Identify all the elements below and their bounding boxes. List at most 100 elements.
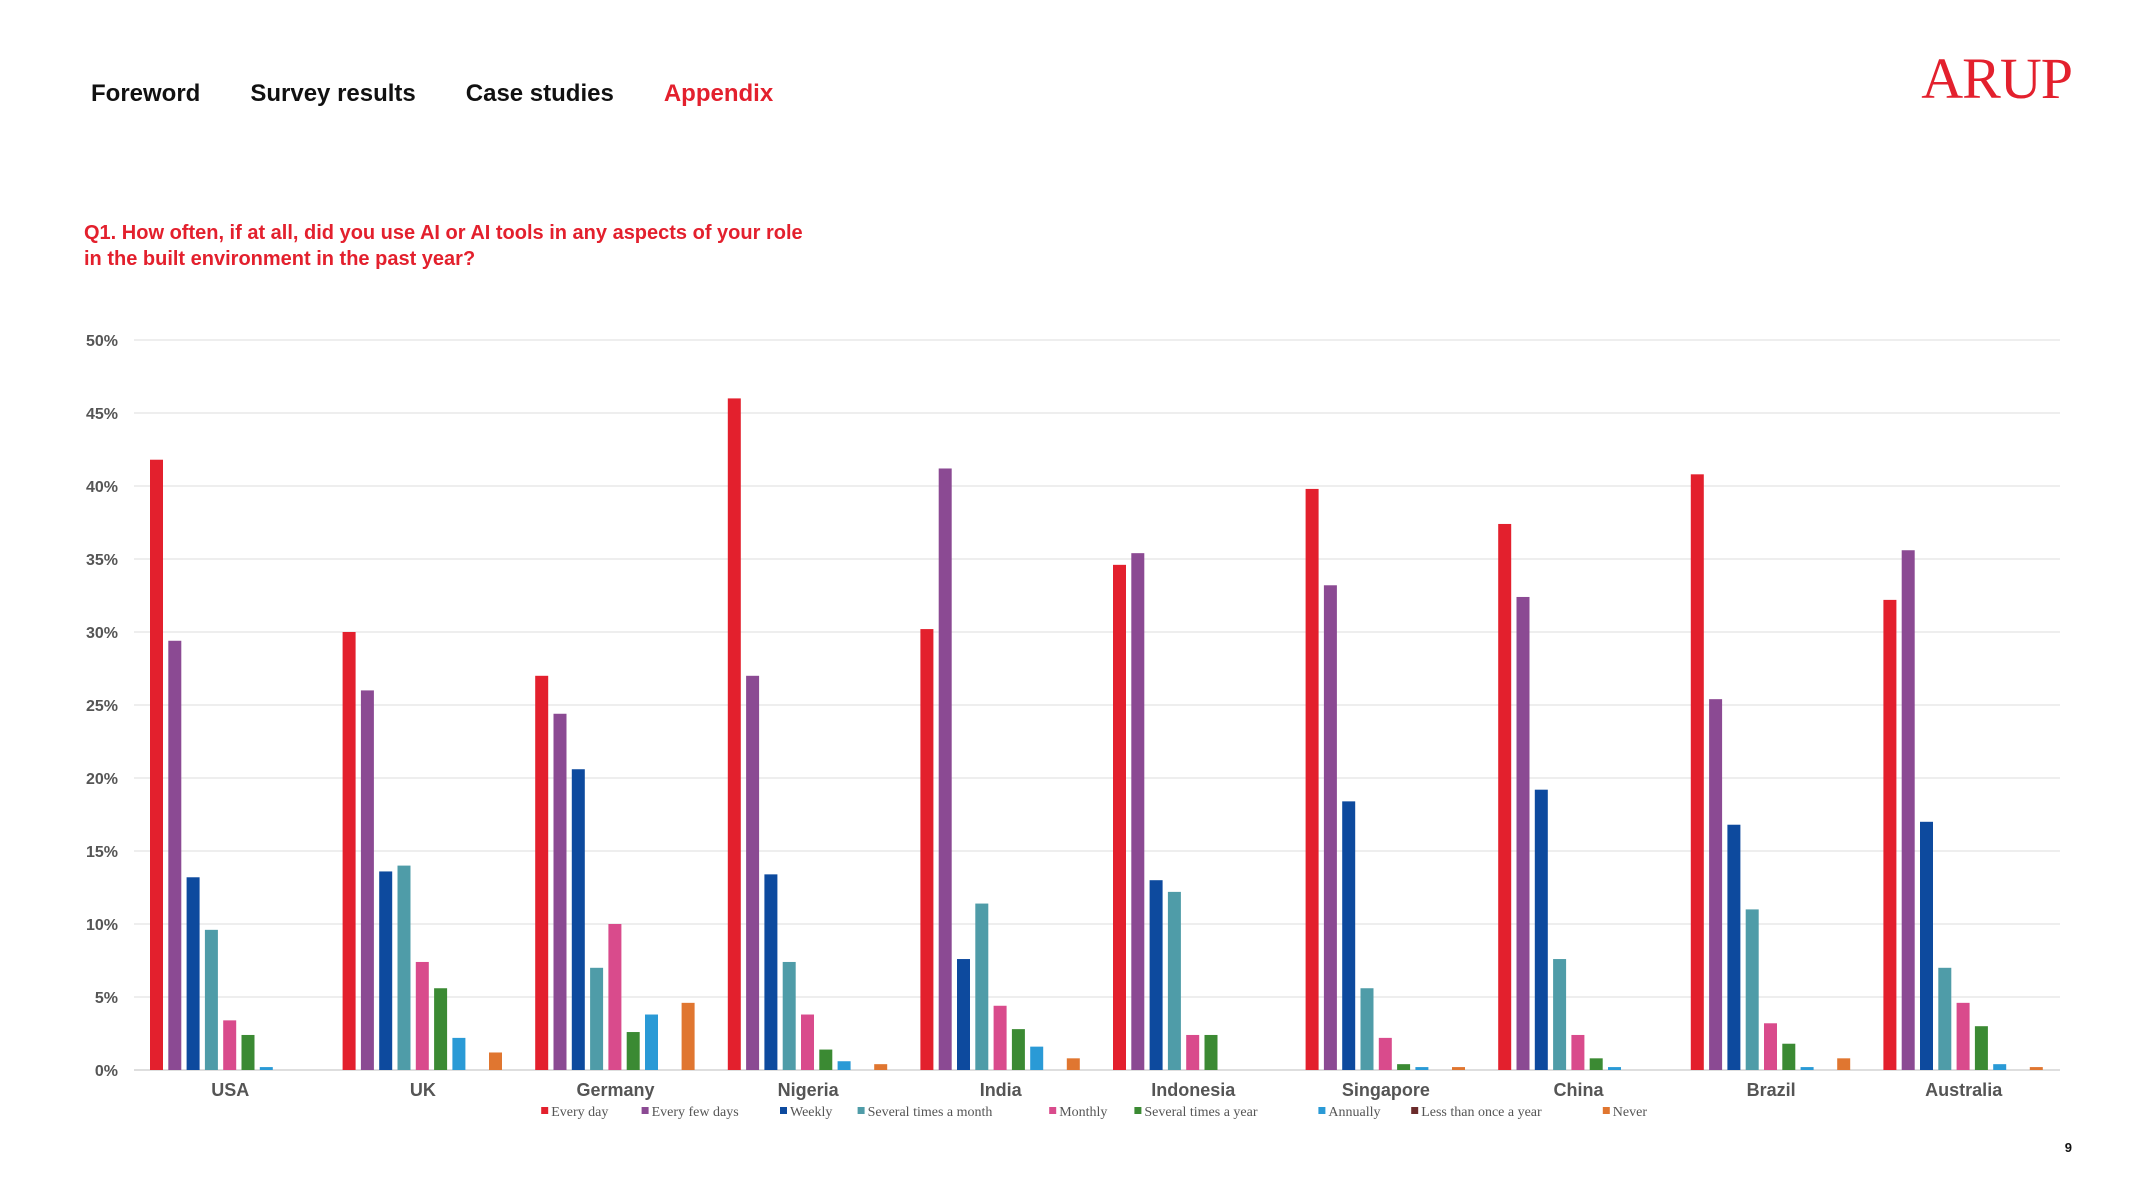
bar	[489, 1052, 502, 1070]
legend-label: Weekly	[790, 1105, 832, 1120]
bar	[360, 690, 374, 1070]
bar	[1901, 550, 1915, 1070]
question-title: Q1. How often, if at all, did you use AI…	[84, 222, 803, 270]
bar	[1305, 488, 1319, 1070]
y-tick-label: 25%	[86, 698, 118, 715]
bar	[1415, 1067, 1429, 1070]
bar	[1764, 1023, 1777, 1070]
bar	[379, 871, 393, 1070]
bar	[1498, 523, 1512, 1070]
y-tick-label: 40%	[86, 479, 118, 496]
y-tick-label: 5%	[95, 990, 118, 1007]
bar	[1342, 801, 1356, 1070]
bar	[938, 468, 952, 1071]
bar	[1993, 1064, 2007, 1070]
bar	[1745, 909, 1759, 1070]
legend-swatch	[1134, 1107, 1142, 1114]
y-tick-label: 0%	[95, 1063, 118, 1080]
x-tick-label: India	[980, 1080, 1023, 1100]
y-tick-label: 30%	[86, 625, 118, 642]
bar	[1727, 824, 1741, 1070]
bar	[1204, 1034, 1218, 1070]
bar	[1920, 821, 1933, 1070]
bar	[150, 459, 163, 1071]
legend-swatch	[857, 1107, 865, 1114]
bar	[1167, 891, 1181, 1070]
bar	[1516, 596, 1530, 1070]
nav-appendix[interactable]: Appendix	[663, 80, 774, 107]
bar	[204, 929, 218, 1070]
bar	[1938, 967, 1952, 1070]
bar	[590, 967, 604, 1070]
x-tick-label: Germany	[576, 1080, 654, 1100]
bar	[1956, 1002, 1970, 1070]
bar	[764, 874, 778, 1070]
bar	[259, 1067, 273, 1070]
x-tick-label: Nigeria	[778, 1080, 840, 1100]
bar	[2029, 1067, 2043, 1070]
y-tick-label: 15%	[86, 844, 118, 861]
bar	[1360, 988, 1374, 1070]
y-tick-label: 20%	[86, 771, 118, 788]
bar	[1534, 789, 1548, 1070]
bar	[223, 1020, 237, 1070]
bar	[553, 713, 567, 1070]
bar	[626, 1032, 640, 1070]
bar	[1186, 1034, 1200, 1070]
bar	[1378, 1037, 1392, 1070]
legend-label: Never	[1613, 1105, 1648, 1120]
bar	[1113, 564, 1126, 1070]
bar	[746, 675, 760, 1070]
legend-swatch	[1049, 1107, 1057, 1114]
bar	[1571, 1034, 1585, 1070]
y-tick-label: 35%	[86, 552, 118, 569]
bar	[782, 961, 796, 1070]
bar	[1837, 1058, 1851, 1070]
bar	[1323, 585, 1337, 1070]
legend-swatch	[641, 1107, 649, 1114]
bar	[681, 1002, 695, 1070]
bar	[342, 632, 356, 1070]
bar	[1452, 1067, 1465, 1070]
y-tick-label: 45%	[86, 406, 118, 423]
bar	[993, 1005, 1007, 1070]
bar	[1800, 1067, 1814, 1070]
x-tick-label: Australia	[1925, 1080, 2003, 1100]
bar	[571, 769, 585, 1070]
legend-label: Monthly	[1059, 1105, 1107, 1120]
x-tick-label: UK	[410, 1080, 436, 1100]
bar	[1974, 1026, 1988, 1070]
x-tick-label: Brazil	[1747, 1080, 1796, 1100]
bar	[1690, 474, 1704, 1070]
legend-label: Several times a month	[868, 1105, 993, 1120]
bar	[186, 877, 200, 1070]
y-tick-label: 10%	[86, 917, 118, 934]
bar	[434, 988, 448, 1070]
legend-label: Every day	[551, 1105, 608, 1120]
nav-survey-results[interactable]: Survey results	[250, 80, 416, 107]
bar	[168, 640, 182, 1070]
nav-foreword[interactable]: Foreword	[91, 80, 201, 107]
bar	[241, 1034, 255, 1070]
bar	[801, 1014, 814, 1070]
top-navigation: Foreword Survey results Case studies App…	[91, 80, 773, 108]
legend-swatch	[541, 1107, 549, 1114]
bar	[452, 1037, 466, 1070]
bar	[397, 865, 411, 1070]
bar	[920, 629, 934, 1070]
bar	[874, 1064, 888, 1070]
bar-chart: 0% 5% 10% 15% 20% 25% 30% 35% 40% 45% 50% USA UK Germ…	[86, 333, 2060, 1120]
bar	[1030, 1046, 1044, 1070]
nav-case-studies[interactable]: Case studies	[465, 80, 614, 107]
x-tick-label: Indonesia	[1151, 1080, 1236, 1100]
bar	[1131, 553, 1145, 1070]
arup-logo: ARUP	[1921, 46, 2073, 111]
legend-label: Every few days	[652, 1105, 739, 1120]
bar	[1782, 1043, 1796, 1070]
legend-swatch	[1318, 1107, 1326, 1114]
legend-label: Several times a year	[1144, 1105, 1257, 1120]
legend-label: Less than once a year	[1421, 1105, 1542, 1120]
bar	[1066, 1058, 1080, 1070]
bar	[608, 924, 622, 1070]
page-number: 9	[2064, 1140, 2072, 1155]
